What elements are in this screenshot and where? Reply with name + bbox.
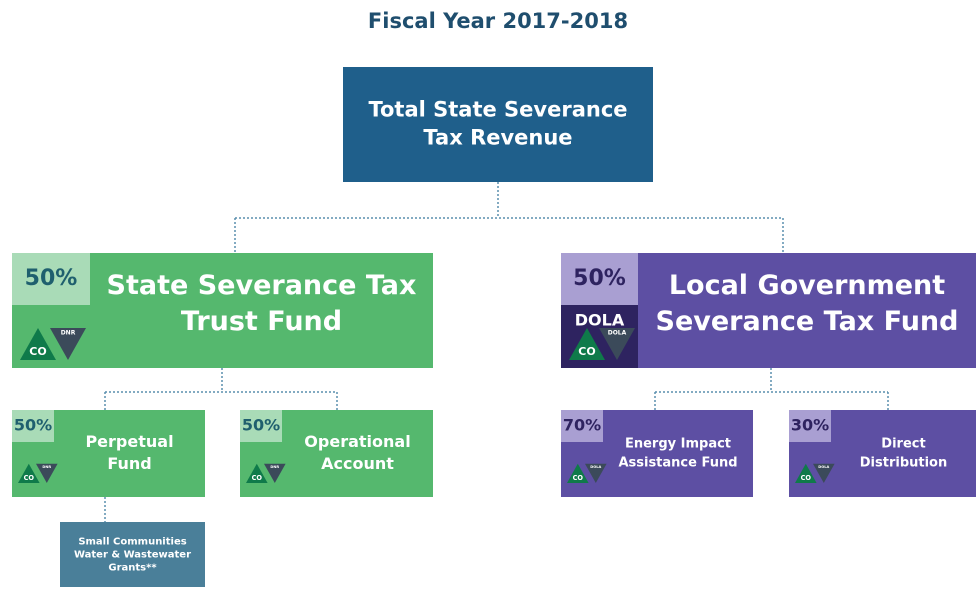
logo-triangle	[20, 328, 56, 360]
node-label: Trust Fund	[181, 306, 342, 337]
logo-text: CO	[573, 474, 584, 482]
percent: 50%	[573, 266, 626, 291]
logo-triangle	[795, 463, 817, 483]
logo-text: CO	[24, 474, 35, 482]
node-label: Distribution	[860, 456, 947, 471]
logo-text: DNR	[42, 465, 51, 469]
node-label: Tax Revenue	[423, 126, 572, 150]
logo-triangle	[246, 463, 268, 483]
logo-text: CO	[578, 345, 595, 358]
logo-text: DNR	[61, 330, 76, 337]
connector	[654, 368, 889, 410]
agency: DOLA	[575, 311, 625, 330]
node-label: Direct	[881, 437, 925, 452]
percent-box	[12, 410, 54, 442]
logo-text: CO	[801, 474, 812, 482]
node-box	[60, 522, 205, 587]
percent: 50%	[14, 416, 52, 435]
percent-box	[12, 253, 90, 305]
title: Fiscal Year 2017-2018	[368, 9, 628, 33]
node-label: Small Communities	[78, 537, 186, 548]
node-label: State Severance Tax	[107, 270, 417, 301]
node-label: Energy Impact	[625, 437, 731, 452]
connector	[104, 368, 338, 410]
logo-shield	[599, 328, 635, 360]
percent-box	[240, 410, 282, 442]
percent-box	[561, 253, 638, 305]
node-label: Severance Tax Fund	[656, 306, 959, 337]
percent-box	[789, 410, 831, 442]
node-label: Total State Severance	[368, 98, 627, 122]
connector	[234, 182, 784, 253]
logo-triangle	[567, 463, 589, 483]
logo-text: DOLA	[608, 330, 627, 337]
node-label: Account	[321, 454, 394, 473]
node-label: Water & Wastewater	[74, 550, 191, 561]
node-label: Perpetual	[85, 432, 173, 451]
node-label: Grants**	[108, 563, 157, 574]
logo-shield	[264, 463, 286, 483]
logo-text: DOLA	[818, 465, 829, 469]
logo-shield	[50, 328, 86, 360]
node-label: Assistance Fund	[618, 456, 737, 471]
logo-shield	[813, 463, 835, 483]
logo-text: CO	[252, 474, 263, 482]
percent: 50%	[242, 416, 280, 435]
percent-box	[561, 410, 603, 442]
node-box	[343, 67, 653, 182]
connectors	[104, 182, 889, 522]
logo-triangle	[569, 328, 605, 360]
logo-triangle	[18, 463, 40, 483]
node-label: Local Government	[669, 270, 945, 301]
percent: 30%	[791, 416, 829, 435]
logo-text: DNR	[270, 465, 279, 469]
percent: 70%	[563, 416, 601, 435]
logo-text: DOLA	[590, 465, 601, 469]
logo-shield	[36, 463, 58, 483]
logo-text: CO	[29, 345, 46, 358]
node-label: Operational	[304, 432, 410, 451]
logo-shield	[585, 463, 607, 483]
node-label: Fund	[107, 454, 151, 473]
percent: 50%	[25, 266, 78, 291]
